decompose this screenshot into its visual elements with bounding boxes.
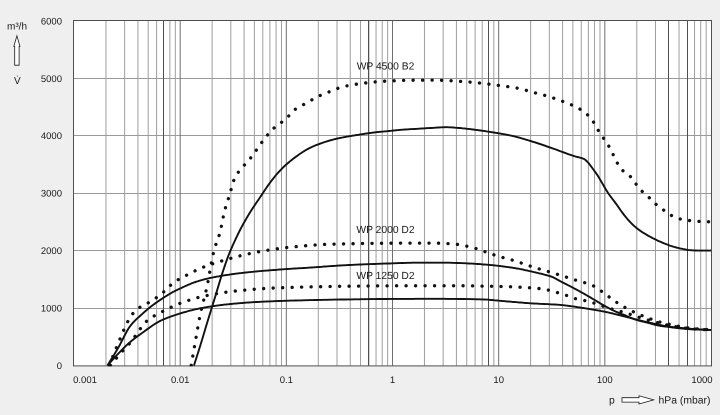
svg-text:0.01: 0.01: [171, 375, 190, 386]
svg-text:1000: 1000: [691, 375, 712, 386]
svg-text:p: p: [609, 395, 615, 406]
svg-text:5000: 5000: [41, 74, 62, 85]
svg-text:6000: 6000: [41, 16, 62, 27]
svg-text:4000: 4000: [41, 131, 62, 142]
svg-text:10: 10: [493, 375, 504, 386]
svg-text:m³/h: m³/h: [7, 22, 27, 33]
svg-text:0: 0: [57, 361, 62, 372]
svg-text:WP 1250 D2: WP 1250 D2: [356, 271, 414, 282]
svg-text:1: 1: [390, 375, 395, 386]
svg-text:3000: 3000: [41, 189, 62, 200]
svg-text:WP 4500 B2: WP 4500 B2: [357, 61, 415, 72]
svg-text:hPa (mbar): hPa (mbar): [659, 395, 711, 406]
svg-text:V̇: V̇: [14, 75, 21, 87]
svg-text:100: 100: [597, 375, 613, 386]
svg-text:0.001: 0.001: [73, 375, 97, 386]
svg-text:1000: 1000: [41, 303, 62, 314]
svg-text:0.1: 0.1: [280, 375, 293, 386]
svg-text:2000: 2000: [41, 246, 62, 257]
svg-text:WP 2000 D2: WP 2000 D2: [356, 225, 414, 236]
